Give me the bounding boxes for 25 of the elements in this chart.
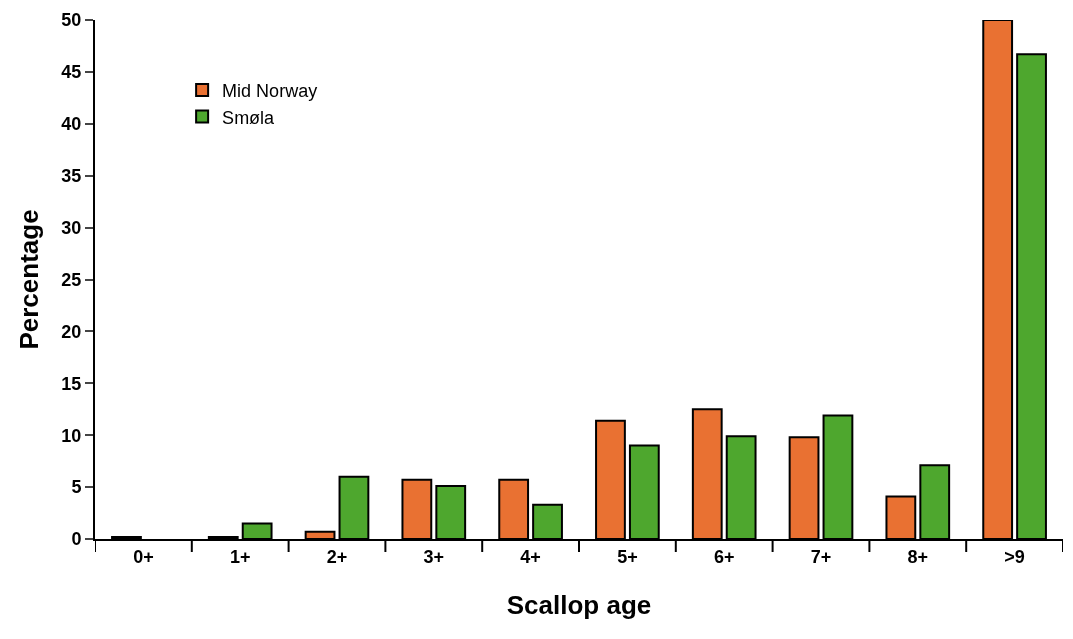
y-tick-label: 10 bbox=[61, 425, 82, 446]
x-tick-label: 5+ bbox=[617, 546, 638, 567]
x-tick-label: 0+ bbox=[133, 546, 154, 567]
legend-label: Mid Norway bbox=[222, 81, 318, 102]
x-tick-label: >9 bbox=[1004, 546, 1025, 567]
y-tick-label: 50 bbox=[61, 10, 82, 31]
y-tick-label: 30 bbox=[61, 217, 82, 238]
x-axis-title: Scallop age bbox=[506, 589, 652, 620]
y-tick-label: 15 bbox=[61, 373, 82, 394]
y-tick-label: 40 bbox=[61, 114, 82, 135]
x-tick-label: 2+ bbox=[326, 546, 348, 567]
y-tick-label: 45 bbox=[61, 62, 82, 83]
y-tick-label: 35 bbox=[61, 166, 82, 186]
y-axis-title: Percentage bbox=[14, 209, 45, 350]
legend-label: Smøla bbox=[222, 107, 276, 128]
x-tick-label: 3+ bbox=[423, 546, 445, 567]
x-tick-label: 6+ bbox=[713, 546, 735, 567]
y-tick-label: 20 bbox=[61, 321, 82, 342]
x-tick-label: 1+ bbox=[229, 546, 251, 567]
y-tick-label: 5 bbox=[71, 477, 82, 498]
x-tick-label: 4+ bbox=[520, 546, 541, 567]
y-tick-label: 0 bbox=[71, 529, 82, 550]
y-tick-label: 25 bbox=[61, 269, 82, 290]
x-tick-label: 8+ bbox=[907, 546, 929, 567]
x-tick-label: 7+ bbox=[810, 546, 832, 567]
